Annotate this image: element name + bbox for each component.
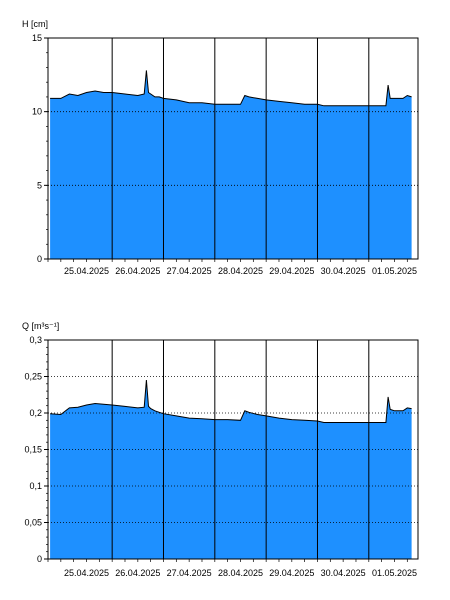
y-tick-label: 15 [32, 33, 42, 43]
x-tick-label: 01.05.2025 [372, 568, 417, 578]
chart-panel: 0 0,05 0,1 0,15 0,2 0,25 0,3 25.04.2025 26.04.20… [22, 321, 419, 578]
y-tick-label: 0,05 [24, 518, 42, 528]
y-tick-label: 0,25 [24, 372, 42, 382]
x-tick-label: 27.04.2025 [167, 568, 212, 578]
x-tick-label: 01.05.2025 [372, 266, 417, 276]
y-axis-label: Q [m³s⁻¹] [22, 321, 59, 331]
plot-frame [47, 37, 419, 260]
x-tick-label: 25.04.2025 [64, 266, 109, 276]
x-tick-label: 28.04.2025 [218, 266, 263, 276]
y-tick-label: 0,15 [24, 445, 42, 455]
y-tick-label: 0 [37, 254, 42, 264]
plot-frame [47, 339, 419, 560]
x-tick-label: 29.04.2025 [269, 266, 314, 276]
y-tick-label: 0,1 [29, 481, 42, 491]
y-tick-label: 0 [37, 554, 42, 564]
y-tick-label: 5 [37, 180, 42, 190]
x-tick-label: 29.04.2025 [269, 568, 314, 578]
x-tick-label: 30.04.2025 [321, 266, 366, 276]
y-tick-label: 0,2 [29, 408, 42, 418]
x-tick-label: 30.04.2025 [321, 568, 366, 578]
x-tick-label: 25.04.2025 [64, 568, 109, 578]
series-area [50, 70, 412, 260]
x-tick-label: 26.04.2025 [115, 568, 160, 578]
y-tick-label: 10 [32, 107, 42, 117]
y-tick-label: 0,3 [29, 335, 42, 345]
x-tick-label: 27.04.2025 [167, 266, 212, 276]
chart-panel: 0 5 10 15 25.04.2025 26.04.2025 27.04.2025 28.0… [22, 19, 419, 276]
y-axis-label: H [cm] [22, 19, 48, 29]
x-tick-label: 26.04.2025 [115, 266, 160, 276]
series-area [50, 380, 412, 559]
x-tick-label: 28.04.2025 [218, 568, 263, 578]
